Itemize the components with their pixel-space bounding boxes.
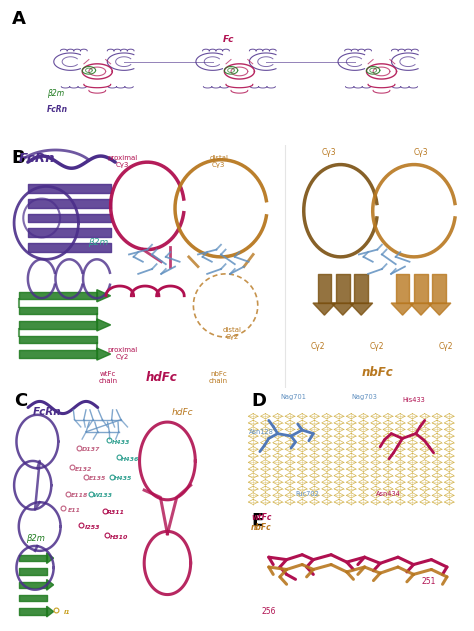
Text: His433: His433 bbox=[402, 398, 425, 403]
Polygon shape bbox=[410, 303, 432, 316]
Text: E135: E135 bbox=[89, 476, 107, 481]
Polygon shape bbox=[97, 290, 110, 302]
Text: E132: E132 bbox=[75, 467, 92, 471]
Text: Fc: Fc bbox=[223, 35, 234, 44]
Text: Nag703: Nag703 bbox=[351, 394, 377, 400]
Text: I1: I1 bbox=[64, 610, 71, 615]
Text: R311: R311 bbox=[107, 510, 125, 516]
Text: D: D bbox=[251, 392, 266, 410]
Text: β2m: β2m bbox=[26, 534, 45, 543]
Text: nbFc
chain: nbFc chain bbox=[209, 371, 228, 384]
Text: H436: H436 bbox=[121, 457, 139, 462]
Polygon shape bbox=[313, 303, 336, 316]
Text: B: B bbox=[12, 149, 26, 167]
Text: A: A bbox=[12, 10, 26, 28]
Text: 256: 256 bbox=[262, 607, 276, 616]
Polygon shape bbox=[46, 579, 54, 590]
Text: C: C bbox=[14, 392, 27, 410]
Text: FcRn: FcRn bbox=[47, 105, 68, 114]
Polygon shape bbox=[46, 553, 54, 563]
Text: wtFc: wtFc bbox=[251, 513, 271, 522]
Text: Cγ3: Cγ3 bbox=[322, 148, 337, 157]
Polygon shape bbox=[331, 303, 355, 316]
Text: β2m: β2m bbox=[47, 89, 64, 98]
Text: Cγ2: Cγ2 bbox=[370, 342, 384, 351]
Text: FcRn: FcRn bbox=[18, 152, 55, 165]
Text: E118: E118 bbox=[71, 493, 88, 498]
Text: H433: H433 bbox=[112, 440, 130, 445]
Text: hdFc: hdFc bbox=[146, 371, 177, 384]
Text: Nag701: Nag701 bbox=[280, 394, 306, 400]
Polygon shape bbox=[97, 319, 110, 331]
Text: H310: H310 bbox=[109, 534, 128, 540]
Text: hdFc: hdFc bbox=[172, 408, 194, 417]
Polygon shape bbox=[97, 348, 110, 360]
Text: distal
Cγ2: distal Cγ2 bbox=[223, 327, 242, 340]
Polygon shape bbox=[350, 303, 373, 316]
Text: FcRn: FcRn bbox=[33, 407, 61, 417]
Text: E: E bbox=[251, 512, 263, 529]
Text: W133: W133 bbox=[92, 493, 112, 498]
Text: proximal
Cγ2: proximal Cγ2 bbox=[107, 347, 137, 360]
Text: Cγ3: Cγ3 bbox=[414, 148, 428, 157]
Text: β2m: β2m bbox=[88, 238, 108, 247]
Text: E11: E11 bbox=[68, 508, 81, 513]
Text: Cγ2: Cγ2 bbox=[310, 342, 325, 351]
Text: Cγ2: Cγ2 bbox=[439, 342, 454, 351]
Text: Asn128: Asn128 bbox=[249, 428, 273, 435]
Text: Asn434: Asn434 bbox=[376, 491, 401, 497]
Text: nbFc: nbFc bbox=[251, 523, 272, 532]
Text: 251: 251 bbox=[422, 577, 437, 586]
Text: distal
Cγ3: distal Cγ3 bbox=[209, 155, 228, 168]
Text: wtFc
chain: wtFc chain bbox=[99, 371, 118, 384]
Polygon shape bbox=[391, 303, 414, 316]
Polygon shape bbox=[46, 606, 54, 617]
Text: proximal
Cγ3: proximal Cγ3 bbox=[107, 155, 137, 168]
Polygon shape bbox=[428, 303, 451, 316]
Text: I253: I253 bbox=[85, 525, 101, 530]
Text: H435: H435 bbox=[114, 476, 132, 481]
Text: Fuc702: Fuc702 bbox=[295, 491, 319, 497]
Text: D137: D137 bbox=[82, 447, 100, 452]
Text: nbFc: nbFc bbox=[362, 366, 393, 379]
